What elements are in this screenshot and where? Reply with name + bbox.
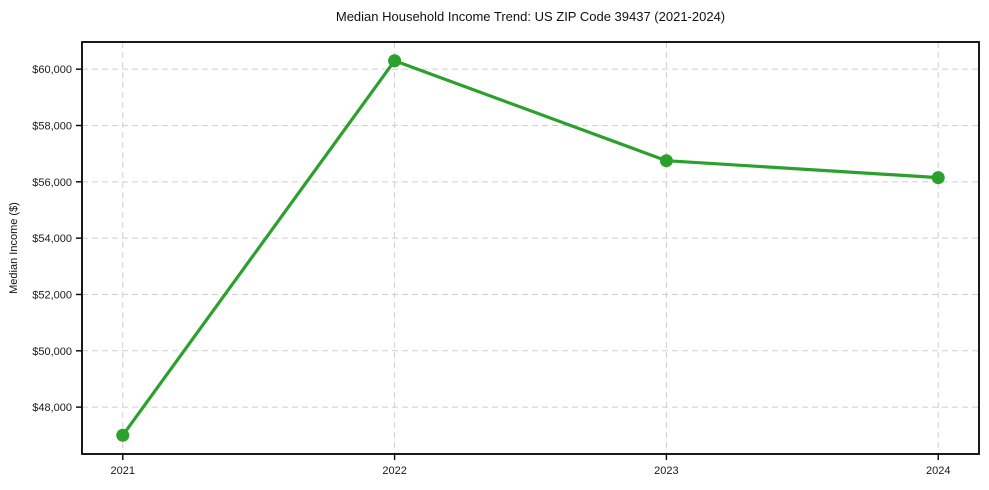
- y-tick-label: $56,000: [32, 177, 72, 189]
- x-tick-label: 2021: [111, 465, 135, 477]
- data-point-2022: [388, 54, 402, 68]
- y-tick-label: $48,000: [32, 402, 72, 414]
- data-point-2023: [659, 154, 673, 168]
- chart-title: Median Household Income Trend: US ZIP Co…: [335, 9, 726, 24]
- y-tick-label: $50,000: [32, 346, 72, 358]
- y-tick-label: $58,000: [32, 120, 72, 132]
- data-point-2021: [116, 428, 130, 442]
- income-trend-line: [121, 59, 940, 437]
- data-point-2024: [931, 171, 945, 185]
- y-tick-label: $52,000: [32, 289, 72, 301]
- y-tick-label: $54,000: [32, 233, 72, 245]
- plot-border: [81, 41, 980, 455]
- x-tick-label: 2022: [382, 465, 406, 477]
- x-tick-label: 2024: [926, 465, 950, 477]
- x-tick-label: 2023: [654, 465, 678, 477]
- y-tick-label: $60,000: [32, 64, 72, 76]
